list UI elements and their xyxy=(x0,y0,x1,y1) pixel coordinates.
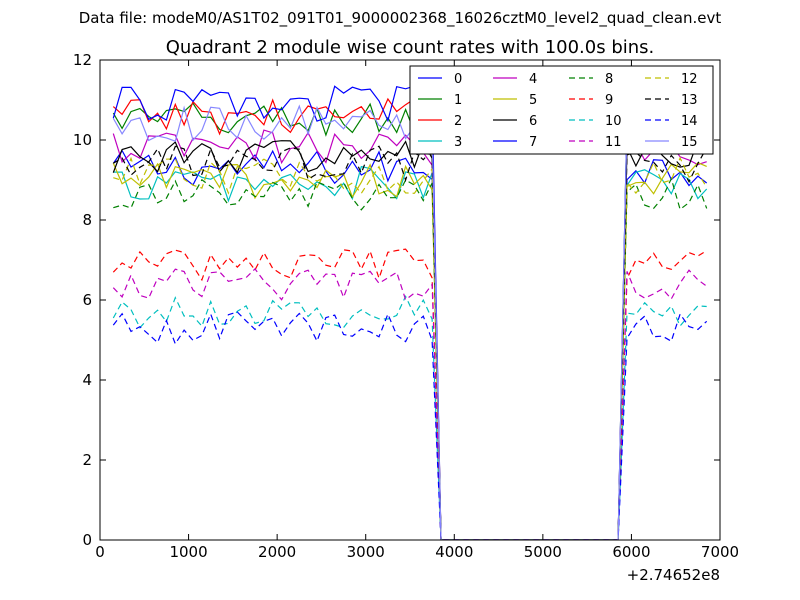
legend-label-3: 3 xyxy=(454,135,462,150)
x-tick-label: 4000 xyxy=(435,543,473,561)
y-tick-label: 6 xyxy=(82,291,92,309)
series-line-13 xyxy=(112,145,708,540)
legend-label-12: 12 xyxy=(681,72,698,87)
plot-frame xyxy=(99,59,721,541)
y-tick-label: 8 xyxy=(82,211,92,229)
series-line-9 xyxy=(112,248,708,540)
series-line-14 xyxy=(112,311,708,540)
legend-label-6: 6 xyxy=(529,114,537,129)
legend-box xyxy=(409,65,714,155)
series-line-0 xyxy=(112,149,708,540)
legend-label-8: 8 xyxy=(605,72,613,87)
y-tick-label: 12 xyxy=(73,51,92,69)
series-line-3 xyxy=(113,165,708,540)
x-offset-label: +2.74652e8 xyxy=(627,566,720,584)
series-line-11 xyxy=(112,267,708,540)
legend-label-14: 14 xyxy=(681,114,698,129)
chart-title: Quadrant 2 module wise count rates with … xyxy=(166,37,655,58)
legend-label-10: 10 xyxy=(605,114,622,129)
x-tick-label: 3000 xyxy=(347,543,385,561)
x-tick-label: 1000 xyxy=(169,543,207,561)
series-line-10 xyxy=(112,294,707,540)
figure-supertitle: Data file: modeM0/AS1T02_091T01_90000023… xyxy=(79,9,722,28)
series-line-8 xyxy=(113,176,708,540)
x-tick-label: 5000 xyxy=(524,543,562,561)
x-tick-label: 0 xyxy=(95,543,105,561)
legend-label-5: 5 xyxy=(529,93,537,108)
y-tick-label: 4 xyxy=(82,371,92,389)
legend-label-11: 11 xyxy=(605,135,622,150)
legend-label-1: 1 xyxy=(454,93,462,108)
legend-label-15: 15 xyxy=(681,135,698,150)
series-line-5 xyxy=(112,161,707,540)
series-line-12 xyxy=(113,156,708,540)
x-tick-label: 6000 xyxy=(612,543,650,561)
legend-label-4: 4 xyxy=(529,72,537,87)
y-tick-label: 10 xyxy=(73,131,92,149)
y-tick-label: 2 xyxy=(82,451,92,469)
x-tick-label: 2000 xyxy=(258,543,296,561)
legend-label-13: 13 xyxy=(681,93,698,108)
legend-label-7: 7 xyxy=(529,135,537,150)
y-tick-label: 0 xyxy=(82,531,92,549)
legend-label-0: 0 xyxy=(454,72,462,87)
legend-label-9: 9 xyxy=(605,93,613,108)
legend-label-2: 2 xyxy=(454,114,462,129)
x-tick-label: 7000 xyxy=(701,543,739,561)
